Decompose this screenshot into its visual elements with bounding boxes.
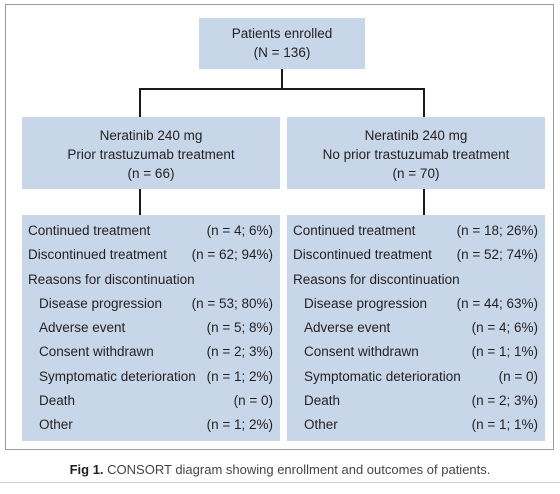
outcome-label: Death <box>304 393 341 409</box>
caption-divider <box>0 482 560 483</box>
outcomes-box-prior-trastuzumab: Continued treatment (n = 4; 6%) Discontin… <box>22 215 280 441</box>
outcome-row: Continued treatment (n = 4; 6%) <box>22 219 280 243</box>
outcome-row: Adverse event (n = 5; 8%) <box>22 316 280 340</box>
outcome-label: Death <box>39 393 76 409</box>
outcome-label: Consent withdrawn <box>304 344 419 360</box>
arm-drug: Neratinib 240 mg <box>364 128 468 143</box>
outcome-value: (n = 1; 2%) <box>206 368 273 384</box>
outcome-label: Continued treatment <box>28 223 151 238</box>
connector-left-outcomes <box>139 189 141 215</box>
arm-drug: Neratinib 240 mg <box>99 128 203 143</box>
reasons-heading: Reasons for discontinuation <box>28 271 195 287</box>
outcome-value: (n = 62; 94%) <box>191 247 273 263</box>
arm-box-prior-trastuzumab: Neratinib 240 mg Prior trastuzumab treat… <box>22 117 280 189</box>
enrollment-title: Patients enrolled <box>231 26 333 41</box>
outcome-row: Other (n = 1; 2%) <box>22 413 280 437</box>
outcome-value: (n = 1; 1%) <box>471 417 538 433</box>
outcome-label: Discontinued treatment <box>28 247 167 263</box>
outcome-row: Disease progression (n = 44; 63%) <box>287 292 545 316</box>
outcome-value: (n = 44; 63%) <box>456 295 538 311</box>
outcome-row: Discontinued treatment (n = 52; 74%) <box>287 243 545 267</box>
arm-count: (n = 66) <box>127 166 175 181</box>
outcome-label: Symptomatic deterioration <box>304 368 461 384</box>
outcome-label: Continued treatment <box>293 223 416 238</box>
caption-label: Fig 1. <box>69 462 104 477</box>
outcome-value: (n = 0) <box>498 368 538 384</box>
outcome-value: (n = 18; 26%) <box>456 223 538 238</box>
outcome-label: Symptomatic deterioration <box>39 368 196 384</box>
reasons-heading: Reasons for discontinuation <box>293 271 460 287</box>
figure-caption: Fig 1. CONSORT diagram showing enrollmen… <box>0 462 560 477</box>
enrollment-count: (N = 136) <box>253 45 311 60</box>
outcome-row: Disease progression (n = 53; 80%) <box>22 292 280 316</box>
outcome-row: Other (n = 1; 1%) <box>287 413 545 437</box>
outcome-value: (n = 53; 80%) <box>191 295 273 311</box>
connector-right-down <box>423 88 425 117</box>
caption-text: CONSORT diagram showing enrollment and o… <box>107 462 491 477</box>
outcome-label: Other <box>39 417 73 433</box>
outcome-row: Consent withdrawn (n = 1; 1%) <box>287 340 545 364</box>
outcome-label: Consent withdrawn <box>39 344 154 360</box>
outcome-value: (n = 1; 1%) <box>471 344 538 360</box>
connector-top-vertical <box>281 69 283 89</box>
outcomes-box-no-prior-trastuzumab: Continued treatment (n = 18; 26%) Discont… <box>287 215 545 441</box>
outcome-row: Continued treatment (n = 18; 26%) <box>287 219 545 243</box>
outcome-label: Disease progression <box>39 295 163 311</box>
outcome-value: (n = 5; 8%) <box>206 320 273 336</box>
arm-group: No prior trastuzumab treatment <box>322 147 510 162</box>
outcome-value: (n = 2; 3%) <box>206 344 273 360</box>
outcome-row: Death (n = 0) <box>22 389 280 413</box>
enrollment-box: Patients enrolled (N = 136) <box>199 18 365 69</box>
outcome-row: Symptomatic deterioration (n = 0) <box>287 365 545 389</box>
outcome-row: Consent withdrawn (n = 2; 3%) <box>22 340 280 364</box>
outcome-value: (n = 0) <box>233 393 273 409</box>
outcome-label: Discontinued treatment <box>293 247 432 263</box>
outcome-row: Symptomatic deterioration (n = 1; 2%) <box>22 365 280 389</box>
outcome-label: Other <box>304 417 338 433</box>
outcome-row: Death (n = 2; 3%) <box>287 389 545 413</box>
outcome-label: Adverse event <box>39 320 126 336</box>
outcome-value: (n = 4; 6%) <box>206 223 273 238</box>
outcome-value: (n = 4; 6%) <box>471 320 538 336</box>
outcome-value: (n = 52; 74%) <box>456 247 538 263</box>
arm-box-no-prior-trastuzumab: Neratinib 240 mg No prior trastuzumab tr… <box>287 117 545 189</box>
arm-group: Prior trastuzumab treatment <box>67 147 235 162</box>
outcome-label: Adverse event <box>304 320 391 336</box>
outcome-row: Adverse event (n = 4; 6%) <box>287 316 545 340</box>
figure-frame <box>5 4 554 450</box>
arm-count: (n = 70) <box>392 166 440 181</box>
outcome-row: Reasons for discontinuation <box>287 268 545 292</box>
connector-left-down <box>139 88 141 117</box>
connector-horizontal <box>139 88 425 90</box>
connector-right-outcomes <box>423 189 425 215</box>
outcome-value: (n = 2; 3%) <box>471 393 538 409</box>
outcome-label: Disease progression <box>304 295 428 311</box>
outcome-row: Reasons for discontinuation <box>22 268 280 292</box>
outcome-row: Discontinued treatment (n = 62; 94%) <box>22 243 280 267</box>
outcome-value: (n = 1; 2%) <box>206 417 273 433</box>
